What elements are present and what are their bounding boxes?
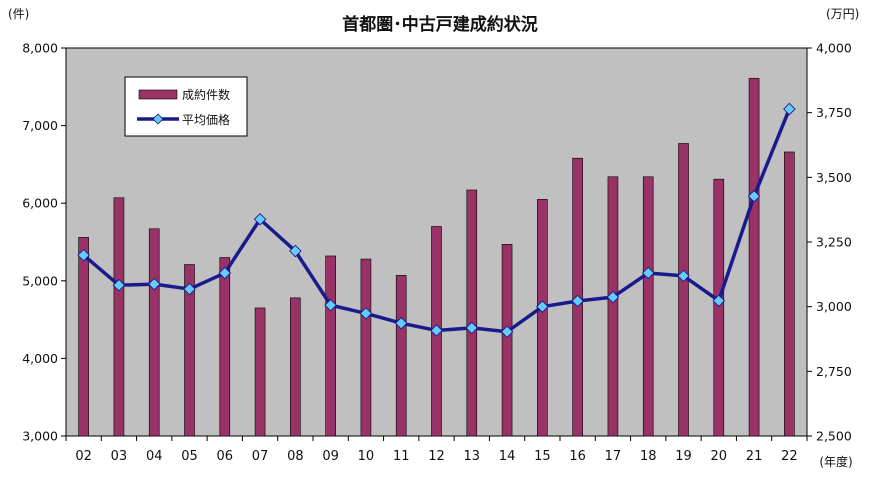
left-tick-label: 6,000 [22, 196, 58, 211]
legend-line-label: 平均価格 [182, 112, 230, 127]
line-point [747, 189, 761, 203]
line-point [112, 278, 126, 292]
line-point [324, 298, 337, 312]
bar [748, 77, 760, 437]
bar [78, 237, 89, 437]
x-tick-label: 05 [181, 449, 198, 464]
line-point [571, 294, 584, 308]
right-tick-label: 3,750 [816, 105, 852, 120]
bar [254, 307, 266, 437]
bar [537, 199, 548, 437]
line-point [147, 277, 161, 291]
x-tick-label: 12 [428, 449, 445, 464]
line-point [359, 307, 373, 320]
line-point [218, 266, 232, 280]
line-series [77, 102, 796, 339]
x-tick-label: 17 [605, 449, 622, 464]
line-point [712, 294, 726, 308]
x-tick-label: 18 [640, 449, 657, 464]
line-point [536, 300, 549, 313]
x-tick-label: 11 [393, 449, 410, 464]
line-point [77, 248, 90, 262]
right-tick-label: 2,500 [816, 429, 852, 444]
left-tick-label: 3,000 [22, 429, 58, 444]
bar [184, 264, 195, 437]
line-point [430, 324, 443, 337]
right-tick-label: 3,250 [816, 235, 852, 250]
bar [784, 151, 795, 437]
line-point [394, 316, 408, 330]
legend-line-marker [152, 113, 164, 125]
bar [360, 258, 372, 437]
chart-title: 首都圏･中古戸建成約状況 [342, 14, 538, 35]
x-tick-label: 09 [322, 449, 339, 464]
right-tick-label: 4,000 [816, 41, 852, 56]
right-tick-label: 2,750 [816, 364, 852, 379]
right-tick-label: 3,500 [816, 170, 852, 185]
x-tick-label: 07 [252, 449, 269, 464]
x-tick-label: 06 [217, 449, 234, 464]
line-point [253, 212, 267, 226]
bar [219, 257, 231, 437]
x-tick-label: 15 [534, 449, 551, 464]
x-tick-label: 08 [287, 449, 304, 464]
x-tick-label: 14 [499, 449, 516, 464]
legend-bar-label: 成約件数 [182, 87, 230, 102]
legend: 成約件数 平均価格 [124, 76, 248, 137]
x-tick-label: 02 [75, 449, 92, 464]
legend-box [124, 76, 248, 137]
bar [466, 189, 478, 437]
line-point [677, 269, 690, 283]
x-tick-label: 13 [464, 449, 481, 464]
left-tick-label: 8,000 [22, 41, 58, 56]
legend-bar-swatch [138, 89, 178, 100]
x-tick-label: 10 [358, 449, 375, 464]
bar [325, 255, 336, 437]
x-axis-unit: (年度) [819, 454, 852, 469]
x-tick-label: 22 [781, 449, 798, 464]
line-point [783, 102, 796, 116]
line-point [500, 325, 514, 339]
bar [148, 228, 160, 437]
left-axis-unit: (件) [8, 7, 29, 21]
x-tick-label: 03 [111, 449, 128, 464]
line-point [606, 290, 620, 304]
line-point [641, 266, 655, 280]
left-tick-label: 7,000 [22, 118, 58, 133]
bar [290, 297, 301, 437]
bar [713, 178, 725, 437]
right-tick-label: 3,000 [816, 299, 852, 314]
x-tick-label: 16 [569, 449, 586, 464]
bar [607, 176, 619, 437]
bar [395, 275, 407, 437]
line-point [289, 244, 302, 258]
bar [113, 197, 125, 437]
bar [678, 143, 689, 437]
bar [642, 176, 654, 437]
x-tick-label: 19 [675, 449, 692, 464]
x-tick-label: 20 [711, 449, 728, 464]
x-tick-label: 04 [146, 449, 163, 464]
x-axis: 02 03 04 05 06 07 08 09 10 11 12 13 14 15 16 17 18 19 20 21… [65, 436, 808, 464]
left-tick-label: 5,000 [22, 273, 58, 288]
left-axis: 3,000 4,000 5,000 6,000 7,000 8,000 [22, 41, 66, 444]
x-tick-label: 21 [746, 449, 763, 464]
left-tick-label: 4,000 [22, 351, 58, 366]
line-point [465, 321, 479, 335]
line-point [183, 282, 196, 296]
bar [501, 244, 513, 437]
right-axis-unit: (万円) [826, 7, 859, 21]
right-axis: 2,500 2,750 3,000 3,250 3,500 3,750 4,000 [807, 41, 852, 444]
